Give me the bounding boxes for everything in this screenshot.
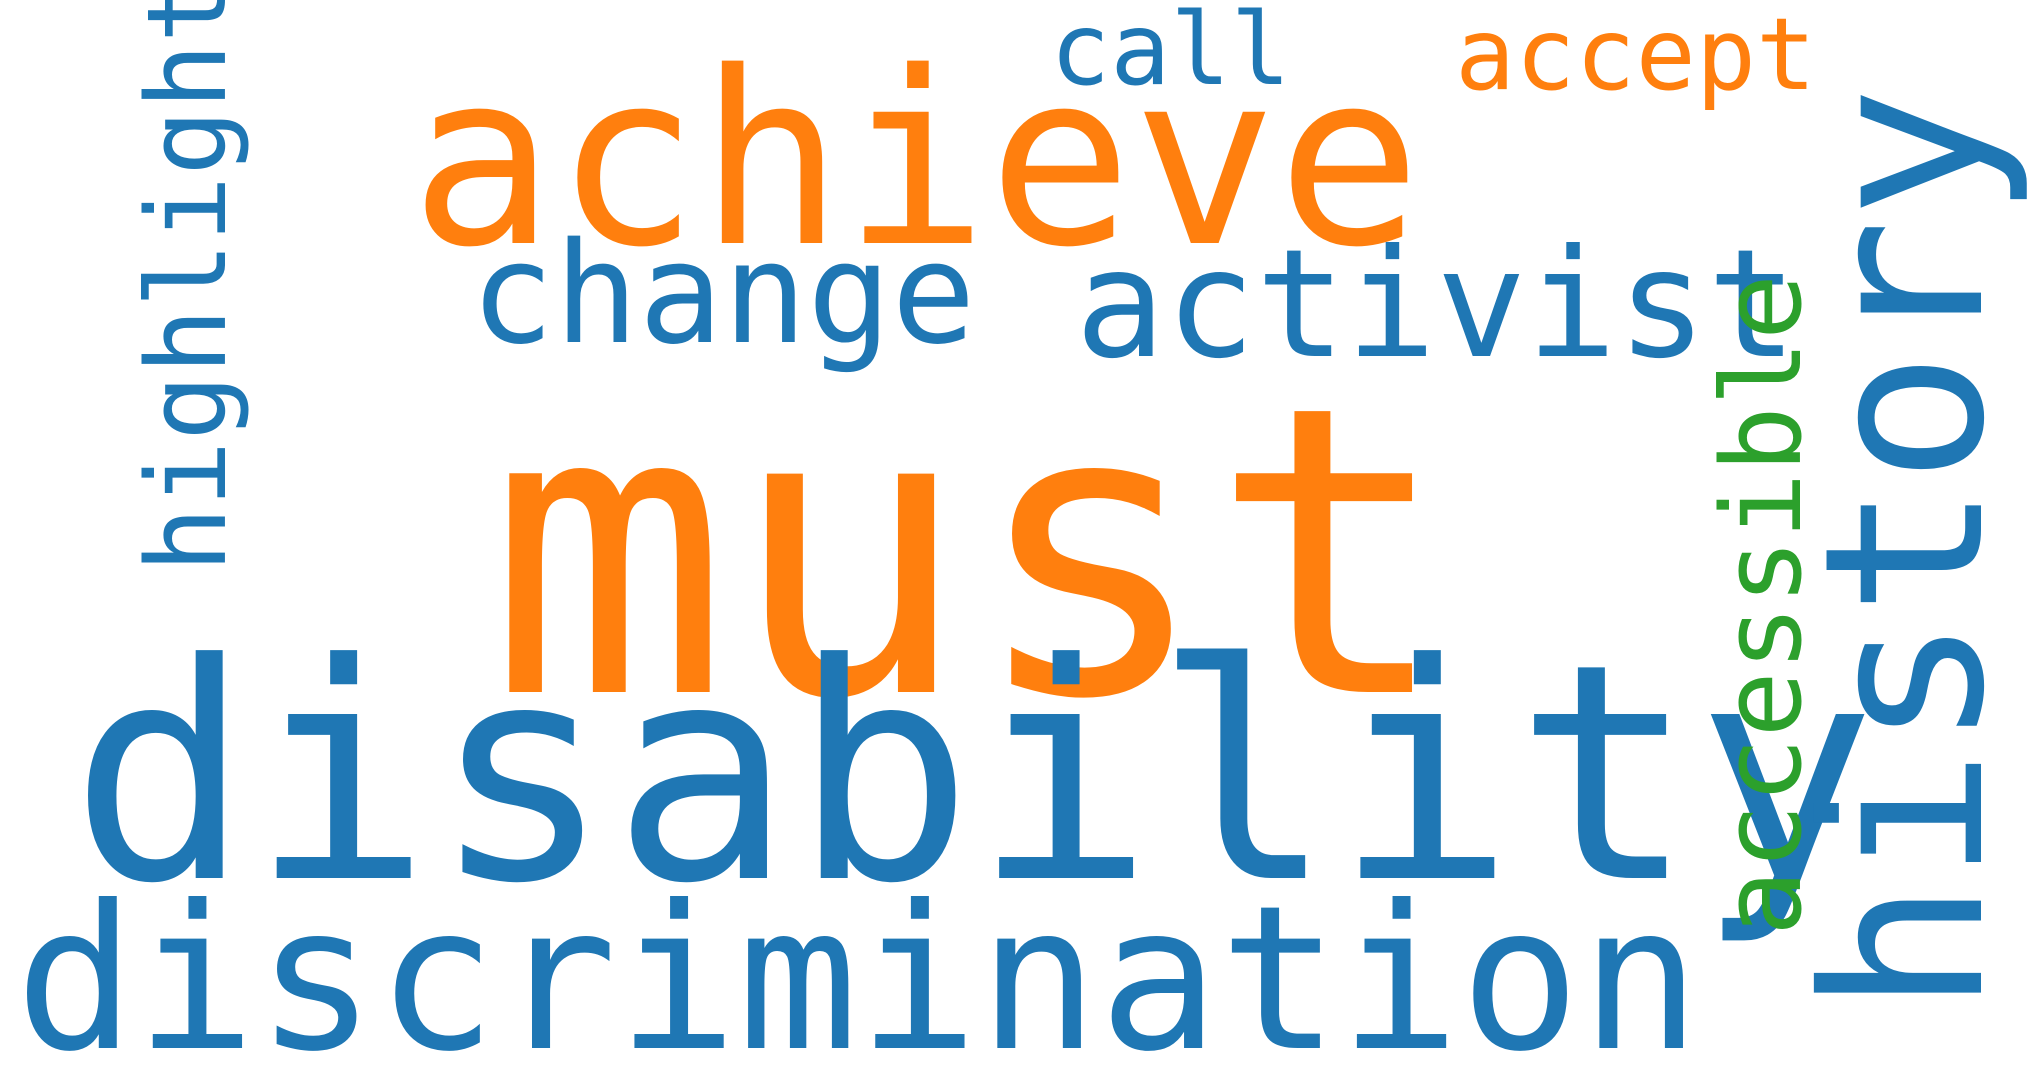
word-activist: activist: [1075, 218, 1798, 392]
word-highlight: highlight: [123, 0, 251, 574]
word-discrimination: discrimination: [15, 863, 1701, 1080]
word-call: call: [1050, 0, 1291, 108]
word-history: history: [1777, 86, 2033, 1014]
word-disability: disability: [70, 600, 1877, 949]
word-accept: accept: [1455, 0, 1817, 113]
word-change: change: [470, 213, 976, 376]
word-must: must: [488, 322, 1452, 787]
word-achieve: achieve: [410, 20, 1422, 300]
